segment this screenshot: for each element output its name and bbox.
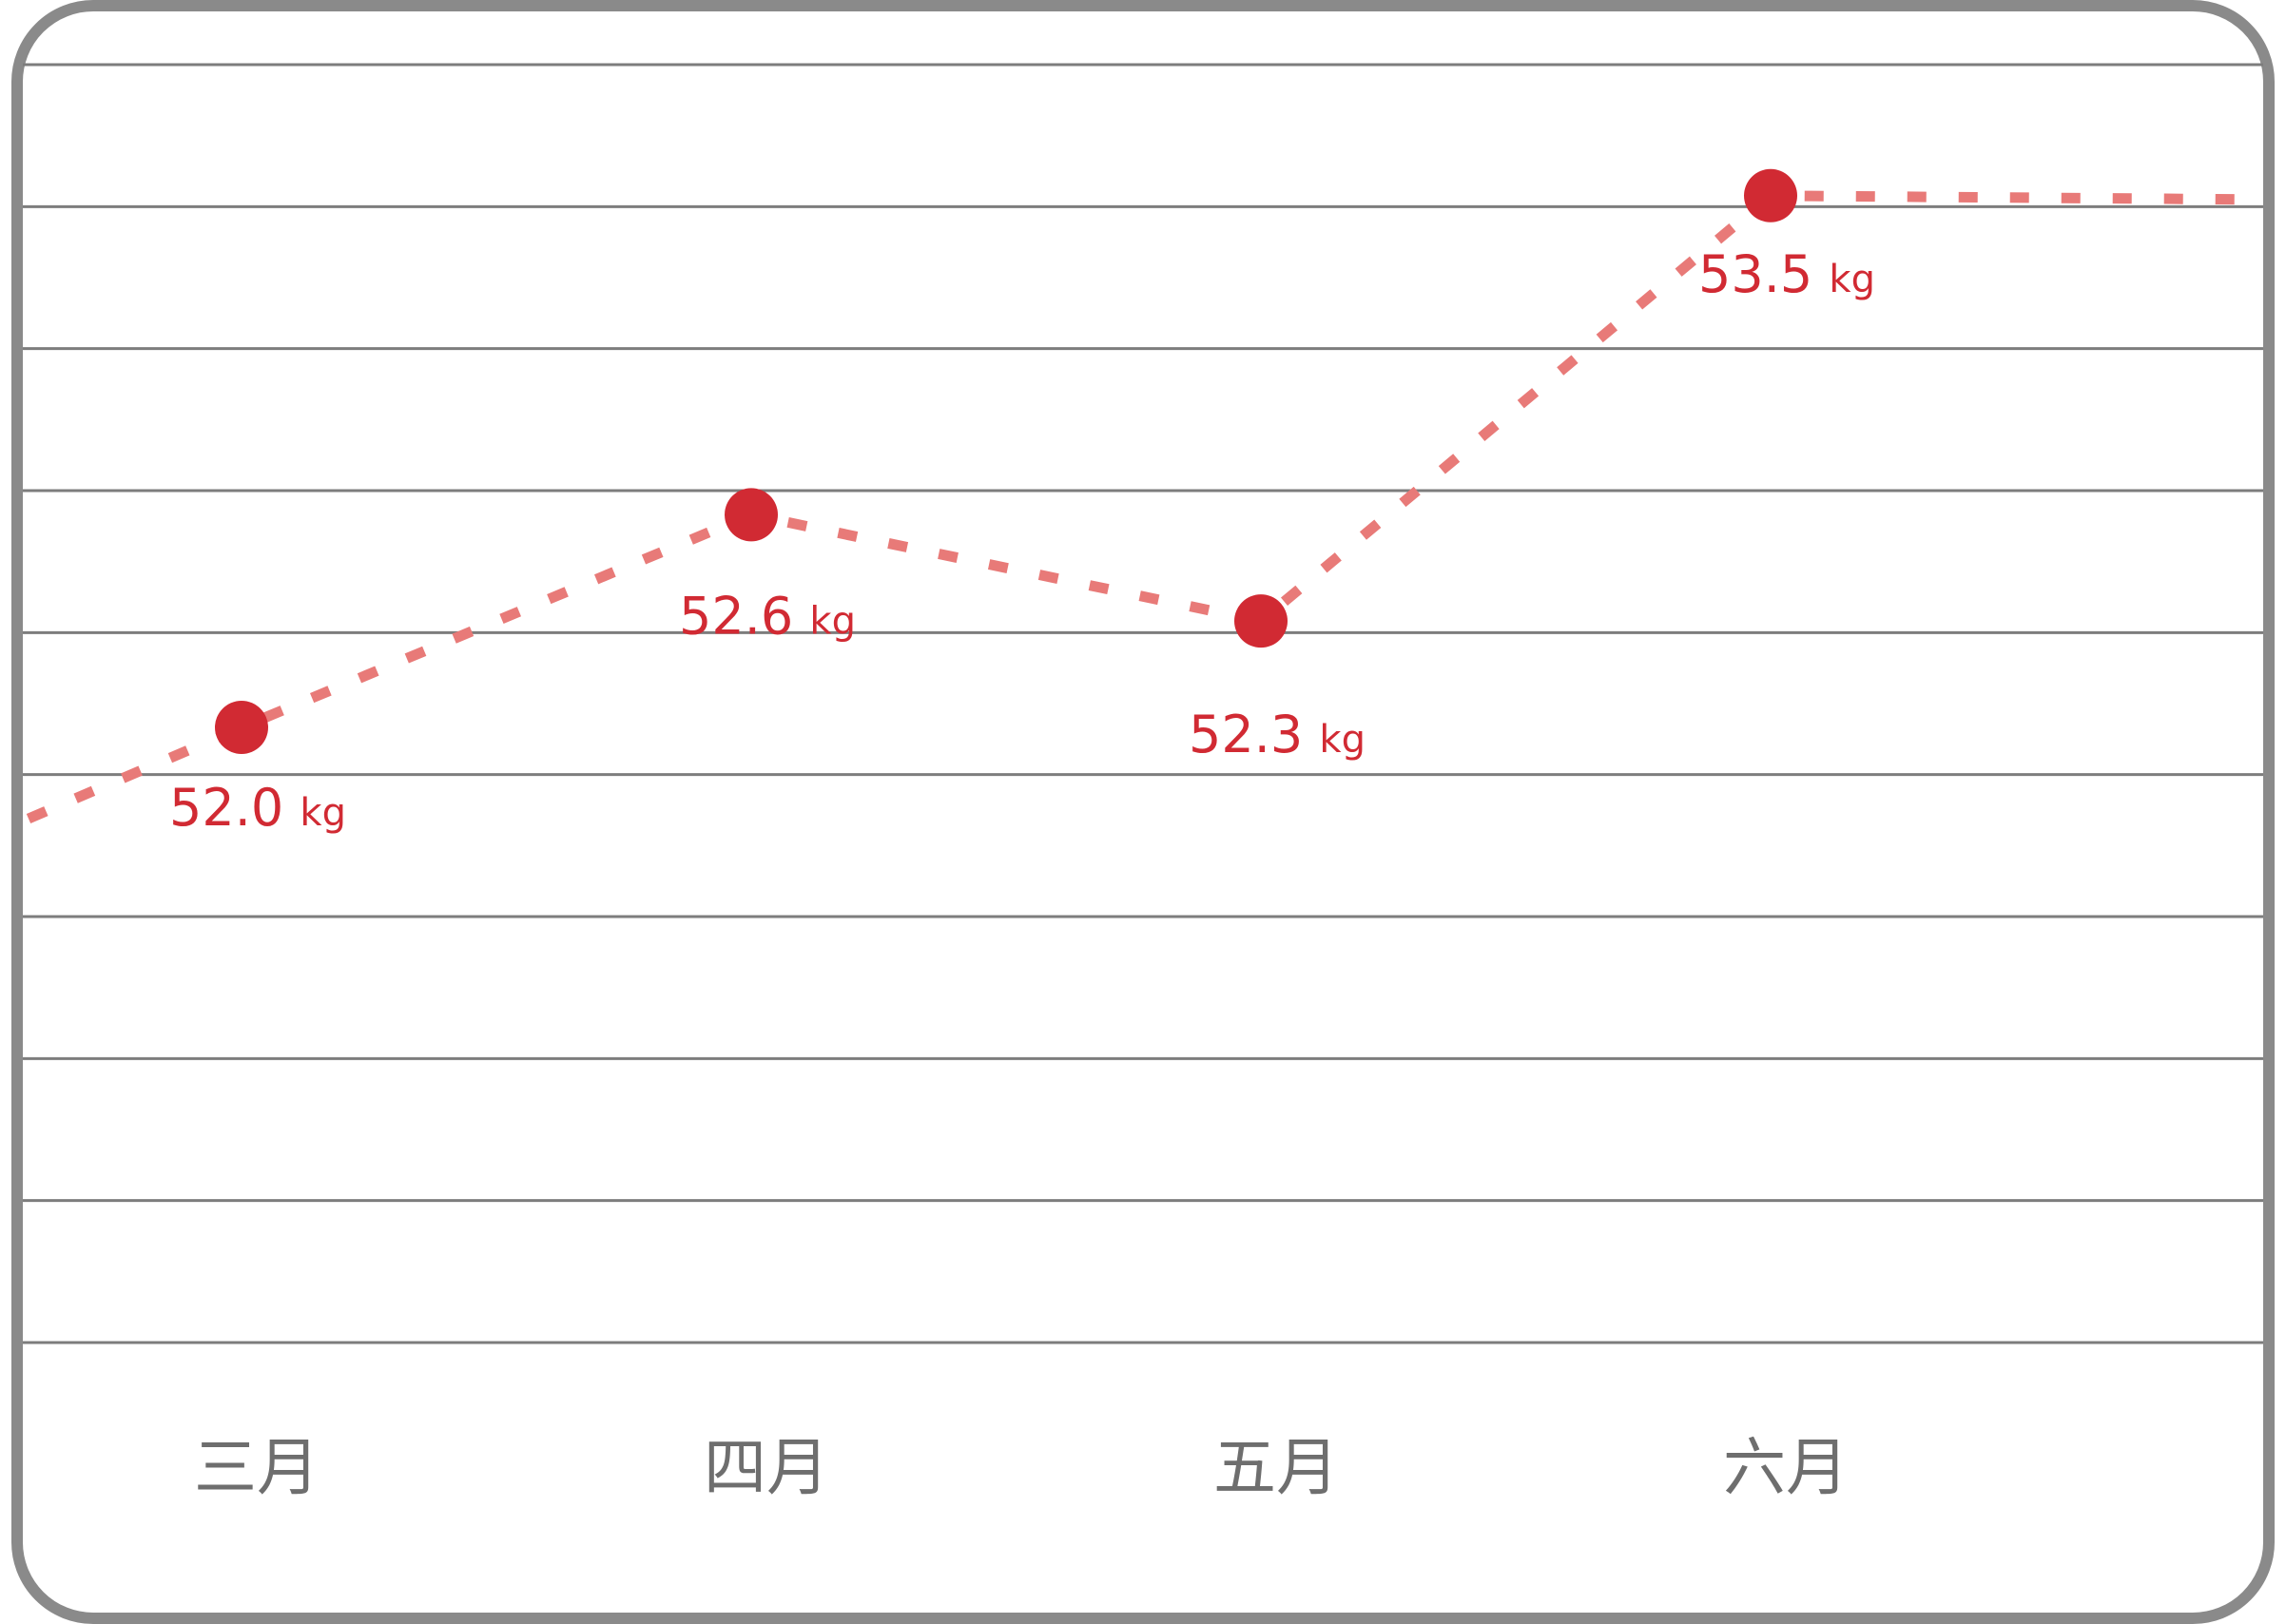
data-label: 52.6 kg [679, 586, 856, 646]
x-tick-label: 四月 [704, 1431, 829, 1504]
data-points [215, 168, 1797, 754]
gridlines [23, 63, 2263, 1344]
chart-frame [11, 0, 2275, 1624]
data-point [215, 701, 268, 754]
data-label: 52.3 kg [1189, 705, 1366, 764]
x-tick-label: 六月 [1723, 1431, 1849, 1504]
x-tick-label: 五月 [1213, 1431, 1339, 1504]
data-point [1744, 168, 1797, 222]
data-label: 52.0 kg [169, 778, 346, 838]
data-point [1234, 594, 1288, 648]
x-tick-label: 三月 [194, 1431, 320, 1504]
x-axis-labels: 三月 四月 五月 六月 [194, 1431, 1849, 1504]
data-label: 53.5 kg [1698, 244, 1875, 304]
data-labels: 52.0 kg 52.6 kg 52.3 kg 53.5 kg [169, 244, 1875, 838]
weight-series-line [26, 190, 2258, 824]
data-point [725, 488, 778, 542]
